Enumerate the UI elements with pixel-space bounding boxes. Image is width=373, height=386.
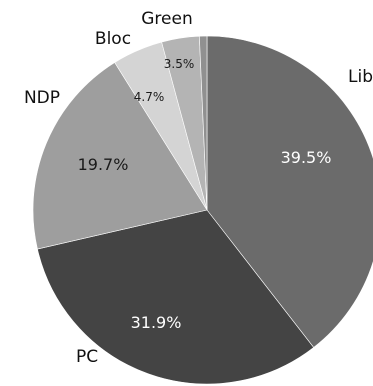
- category-label-lib: Lib: [348, 67, 373, 87]
- pie-slice-ndp: [32, 62, 208, 250]
- pie-slice-other: [199, 35, 208, 211]
- percent-label-green: 3.5%: [164, 57, 195, 71]
- pie-slice-pc: [37, 209, 315, 385]
- percent-label-lib: 39.5%: [281, 148, 332, 167]
- pie-labels: Lib 39.5% PC 31.9% NDP 19.7% Bloc 4.7% Green 3.5%: [24, 9, 373, 367]
- percent-label-pc: 31.9%: [131, 313, 182, 332]
- category-label-ndp: NDP: [24, 88, 60, 108]
- percent-label-bloc: 4.7%: [134, 90, 165, 104]
- category-label-green: Green: [141, 9, 192, 29]
- percent-label-ndp: 19.7%: [78, 155, 129, 174]
- pie-slices: [32, 35, 373, 385]
- category-label-pc: PC: [76, 347, 98, 367]
- category-label-bloc: Bloc: [95, 29, 131, 49]
- pie-slice-lib: [206, 35, 373, 348]
